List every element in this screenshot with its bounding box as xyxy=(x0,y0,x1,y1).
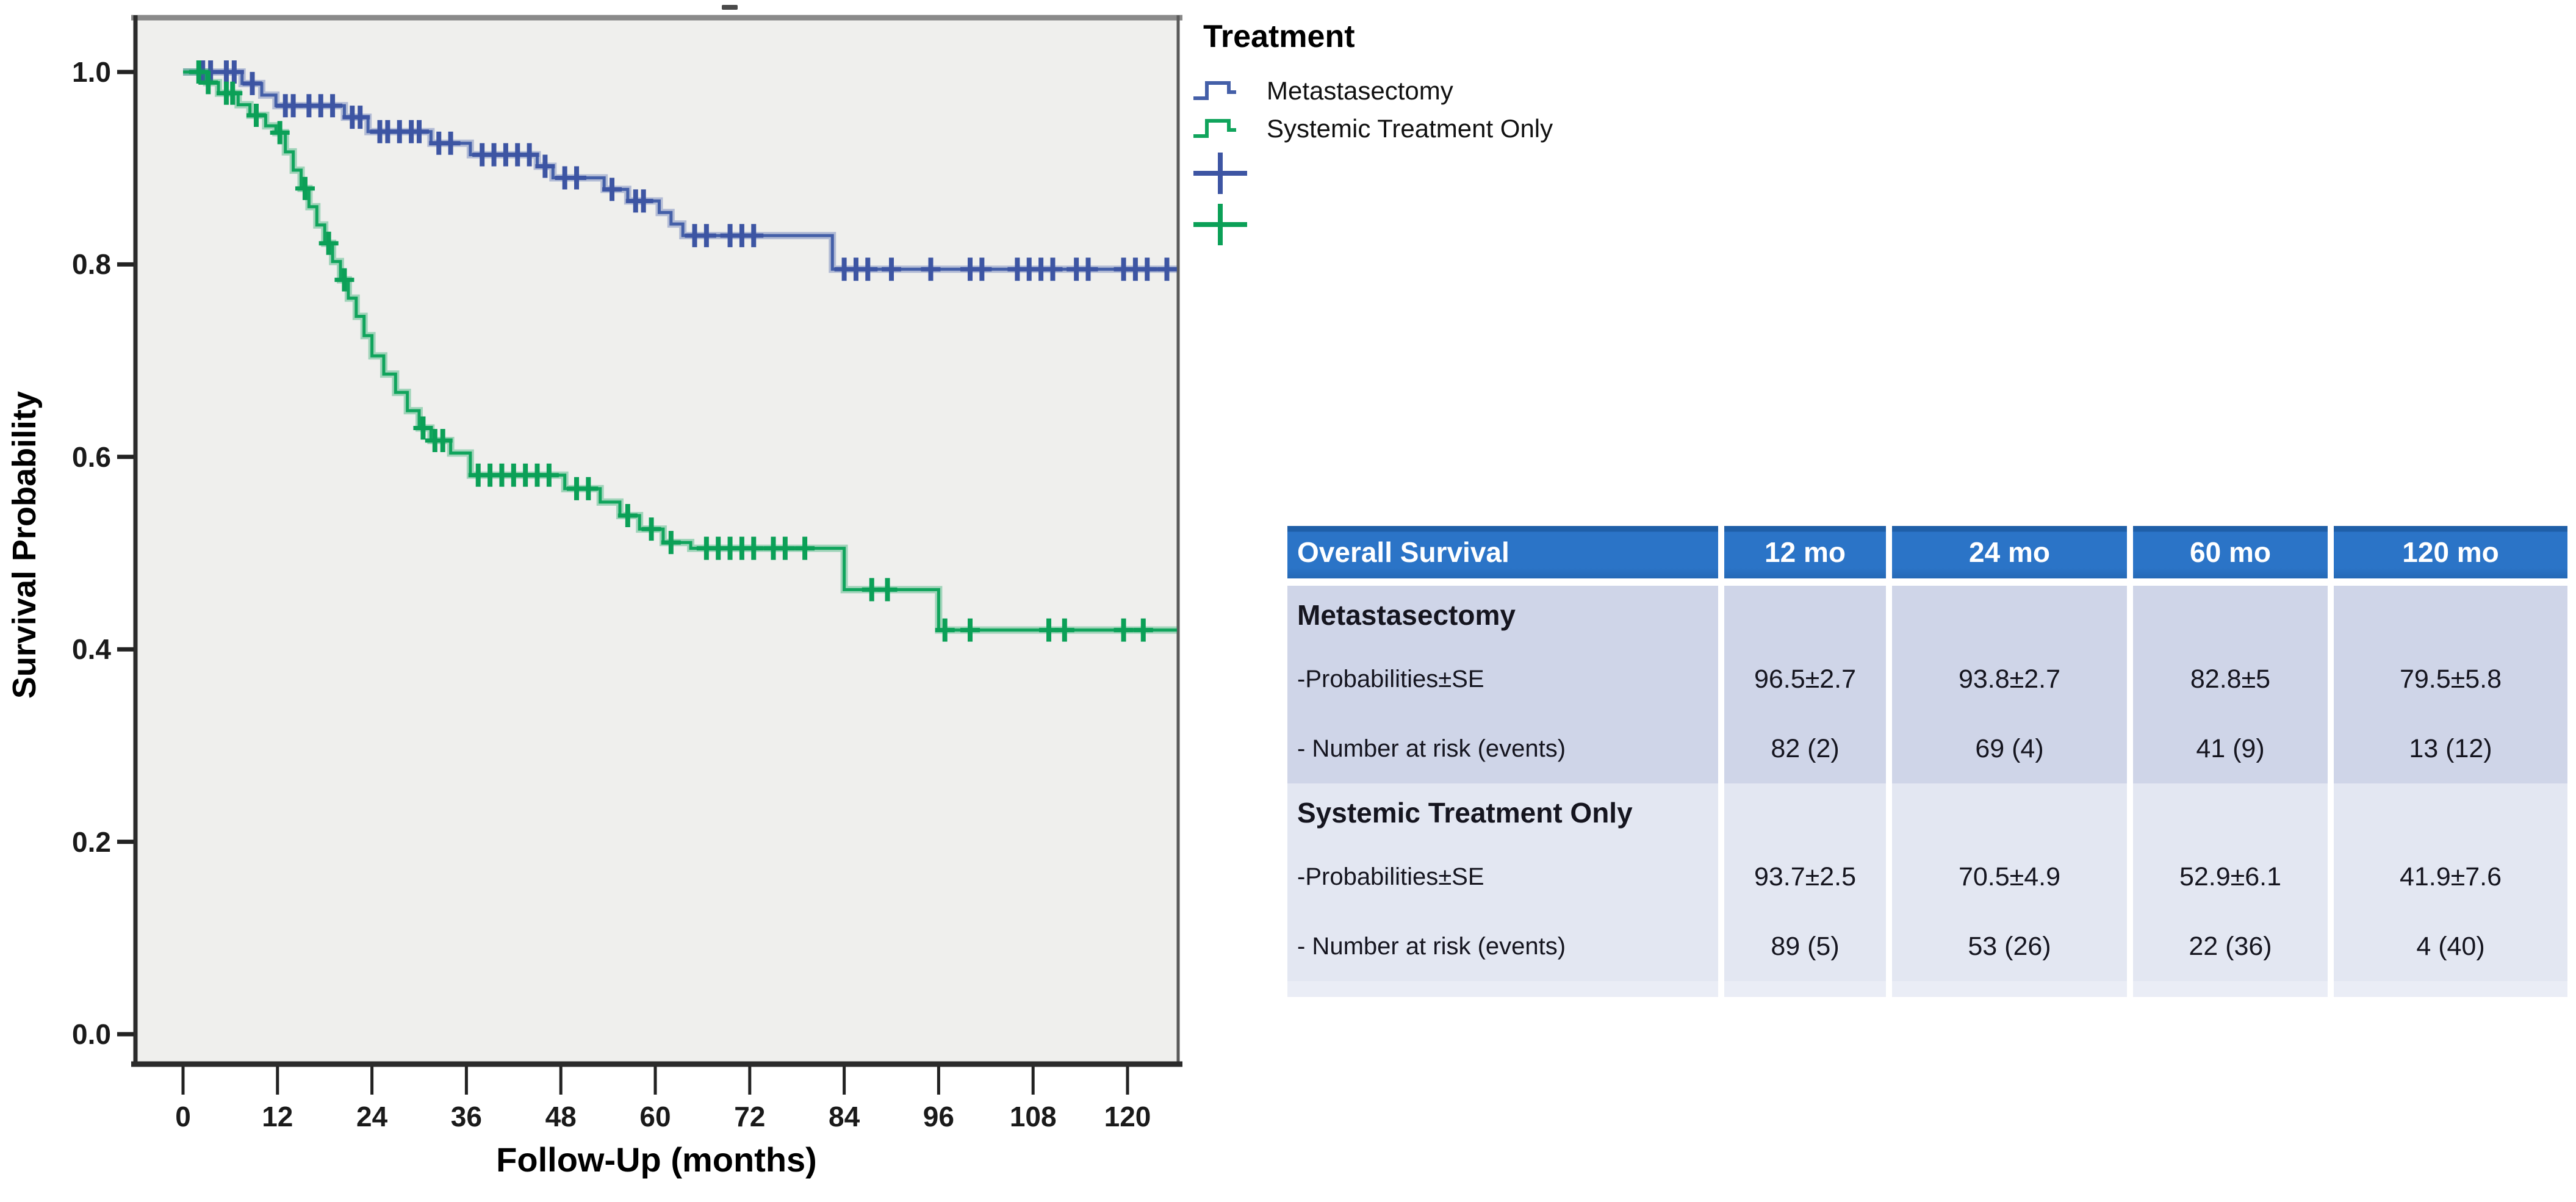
table-value-cell: 4 (40) xyxy=(2334,912,2567,981)
survival-curves xyxy=(183,60,1177,642)
table-value-cell: 70.5±4.9 xyxy=(1892,842,2127,912)
x-tick-label: 12 xyxy=(262,1101,293,1132)
legend-censor-systemic xyxy=(1191,199,1923,250)
table-value-cell: 93.7±2.5 xyxy=(1724,842,1886,912)
x-axis-title: Follow-Up (months) xyxy=(496,1140,817,1179)
axis-tick-marks xyxy=(117,70,1129,1095)
table-value-cell: 79.5±5.8 xyxy=(2334,644,2567,714)
y-axis-title: Survival Probability xyxy=(6,390,43,699)
table-value-cell: 96.5±2.7 xyxy=(1724,644,1886,714)
table-value-cell: 82.8±5 xyxy=(2133,644,2328,714)
x-tick-label: 36 xyxy=(450,1101,482,1132)
y-tick-label: 0.0 xyxy=(72,1018,111,1050)
table-value-cell: 13 (12) xyxy=(2334,714,2567,783)
x-tick-label: 60 xyxy=(639,1101,671,1132)
cropped-title-artifact xyxy=(722,5,738,10)
survival-curve-metastasectomy xyxy=(183,70,1177,271)
y-tick-label: 1.0 xyxy=(72,56,111,88)
table-cell-empty xyxy=(2334,783,2567,842)
table-value-cell: 22 (36) xyxy=(2133,912,2328,981)
table-header-cell: 120 mo xyxy=(2334,526,2567,578)
table-value-cell: 52.9±6.1 xyxy=(2133,842,2328,912)
x-tick-label: 48 xyxy=(545,1101,577,1132)
table-cell-empty xyxy=(2133,783,2328,842)
legend-item-metastasectomy: Metastasectomy xyxy=(1191,72,1923,110)
table-footer-strip xyxy=(1287,981,1718,997)
table-header-cell: 12 mo xyxy=(1724,526,1886,578)
x-tick-label: 84 xyxy=(829,1101,860,1132)
table-cell-empty xyxy=(2133,586,2328,644)
table-value-cell: 53 (26) xyxy=(1892,912,2127,981)
table-group-title: Systemic Treatment Only xyxy=(1287,783,1718,842)
overall-survival-table: Overall Survival 12 mo 24 mo 60 mo 120 mo Met… xyxy=(1287,526,2570,997)
y-tick-label: 0.4 xyxy=(72,633,111,666)
table-cell-empty xyxy=(1724,783,1886,842)
legend-item-label: Metastasectomy xyxy=(1267,76,1453,105)
table-cell-empty xyxy=(1892,586,2127,644)
table-footer-strip xyxy=(2334,981,2567,997)
table-row-label: - Number at risk (events) xyxy=(1287,912,1718,981)
table-footer-strip xyxy=(1724,981,1886,997)
table-cell-empty xyxy=(1724,586,1886,644)
table-value-cell: 82 (2) xyxy=(1724,714,1886,783)
table-header-cell: 60 mo xyxy=(2133,526,2328,578)
table-value-cell: 41.9±7.6 xyxy=(2334,842,2567,912)
table-footer-strip xyxy=(1892,981,2127,997)
legend-censor-metastasectomy xyxy=(1191,148,1923,199)
x-tick-label: 24 xyxy=(356,1101,388,1132)
table-header-gap xyxy=(1287,578,2567,586)
legend-title: Treatment xyxy=(1203,19,1355,54)
table-header-cell: Overall Survival xyxy=(1287,526,1718,578)
plus-marker-icon xyxy=(1193,153,1247,194)
table-value-cell: 41 (9) xyxy=(2133,714,2328,783)
table-row-label: -Probabilities±SE xyxy=(1287,644,1718,714)
plus-marker-icon xyxy=(1193,204,1247,245)
table-value-cell: 93.8±2.7 xyxy=(1892,644,2127,714)
table-group-title: Metastasectomy xyxy=(1287,586,1718,644)
step-line-icon xyxy=(1193,119,1236,138)
step-line-icon xyxy=(1193,81,1236,100)
legend: Treatment Metastasectomy Systemic Treatm… xyxy=(1191,18,1923,250)
survival-curve-systemic-treatment-only xyxy=(183,70,1177,632)
table-row-label: -Probabilities±SE xyxy=(1287,842,1718,912)
table-cell-empty xyxy=(2334,586,2567,644)
table-row-label: - Number at risk (events) xyxy=(1287,714,1718,783)
table-cell-empty xyxy=(1892,783,2127,842)
y-tick-label: 0.8 xyxy=(72,248,111,281)
x-tick-label: 0 xyxy=(175,1101,191,1132)
km-plot xyxy=(117,15,1182,1095)
table-header-cell: 24 mo xyxy=(1892,526,2127,578)
table-footer-strip xyxy=(2133,981,2328,997)
x-tick-label: 96 xyxy=(923,1101,954,1132)
table-value-cell: 69 (4) xyxy=(1892,714,2127,783)
legend-item-label: Systemic Treatment Only xyxy=(1267,114,1553,143)
table-value-cell: 89 (5) xyxy=(1724,912,1886,981)
x-tick-label: 108 xyxy=(1009,1101,1057,1132)
y-tick-label: 0.2 xyxy=(72,826,111,858)
legend-item-systemic: Systemic Treatment Only xyxy=(1191,110,1923,148)
y-tick-label: 0.6 xyxy=(72,441,111,473)
x-tick-label: 120 xyxy=(1104,1101,1151,1132)
x-tick-label: 72 xyxy=(734,1101,766,1132)
